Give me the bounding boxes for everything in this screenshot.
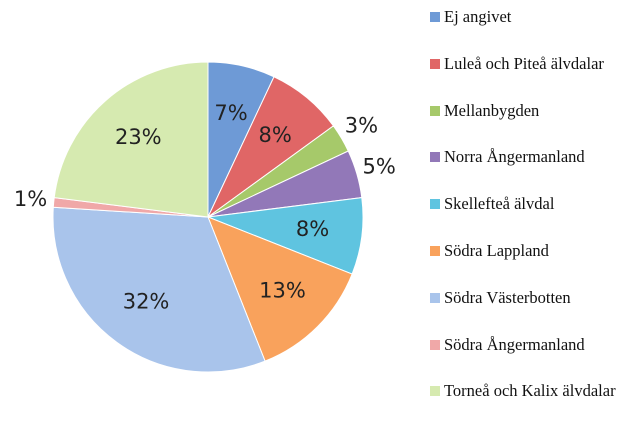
legend-item: Ej angivet xyxy=(430,6,622,53)
legend-swatch xyxy=(430,152,440,163)
legend-swatch xyxy=(430,339,440,350)
legend-item: Södra Västerbotten xyxy=(430,287,622,334)
legend-swatch xyxy=(430,245,440,256)
legend-item: Mellanbygden xyxy=(430,100,622,147)
data-label: 5% xyxy=(363,154,396,178)
pie-slice xyxy=(52,206,266,373)
legend-label: Ej angivet xyxy=(444,7,512,26)
legend-label: Södra Västerbotten xyxy=(444,287,571,307)
legend-swatch xyxy=(430,58,440,69)
legend-label: Torneå och Kalix älvdalar xyxy=(444,381,616,401)
pie-slice xyxy=(207,216,353,362)
legend-swatch xyxy=(430,105,440,116)
data-label: 8% xyxy=(296,217,329,241)
legend-label: Norra Ångermanland xyxy=(444,147,585,167)
legend-item: Södra Ångermanland xyxy=(430,334,622,381)
data-label: 13% xyxy=(259,279,306,303)
data-label: 23% xyxy=(115,125,162,149)
legend-swatch xyxy=(430,292,440,303)
legend-label: Skellefteå älvdal xyxy=(444,194,555,214)
legend-label: Södra Ångermanland xyxy=(444,334,585,354)
legend-swatch xyxy=(430,199,440,210)
data-label: 7% xyxy=(214,101,247,125)
data-label: 8% xyxy=(259,123,292,147)
data-label: 32% xyxy=(123,289,170,313)
legend-swatch xyxy=(430,386,440,397)
legend-label: Södra Lappland xyxy=(444,240,549,260)
pie-slice xyxy=(53,61,209,218)
data-label: 1% xyxy=(14,187,47,211)
legend-item: Norra Ångermanland xyxy=(430,146,622,193)
legend-item: Södra Lappland xyxy=(430,240,622,287)
data-label: 3% xyxy=(345,113,378,137)
legend: Ej angivet Luleå och Piteå älvdalar Mellan… xyxy=(430,6,622,427)
legend-item: Skellefteå älvdal xyxy=(430,193,622,240)
legend-item: Torneå och Kalix älvdalar xyxy=(430,380,622,427)
legend-label: Luleå och Piteå älvdalar xyxy=(444,53,604,73)
legend-item: Luleå och Piteå älvdalar xyxy=(430,53,622,100)
legend-label: Mellanbygden xyxy=(444,100,540,120)
legend-swatch xyxy=(430,12,440,22)
chart: 7% 8% 3% 5% 8% 13% 32% 1% 23% xyxy=(14,61,396,373)
